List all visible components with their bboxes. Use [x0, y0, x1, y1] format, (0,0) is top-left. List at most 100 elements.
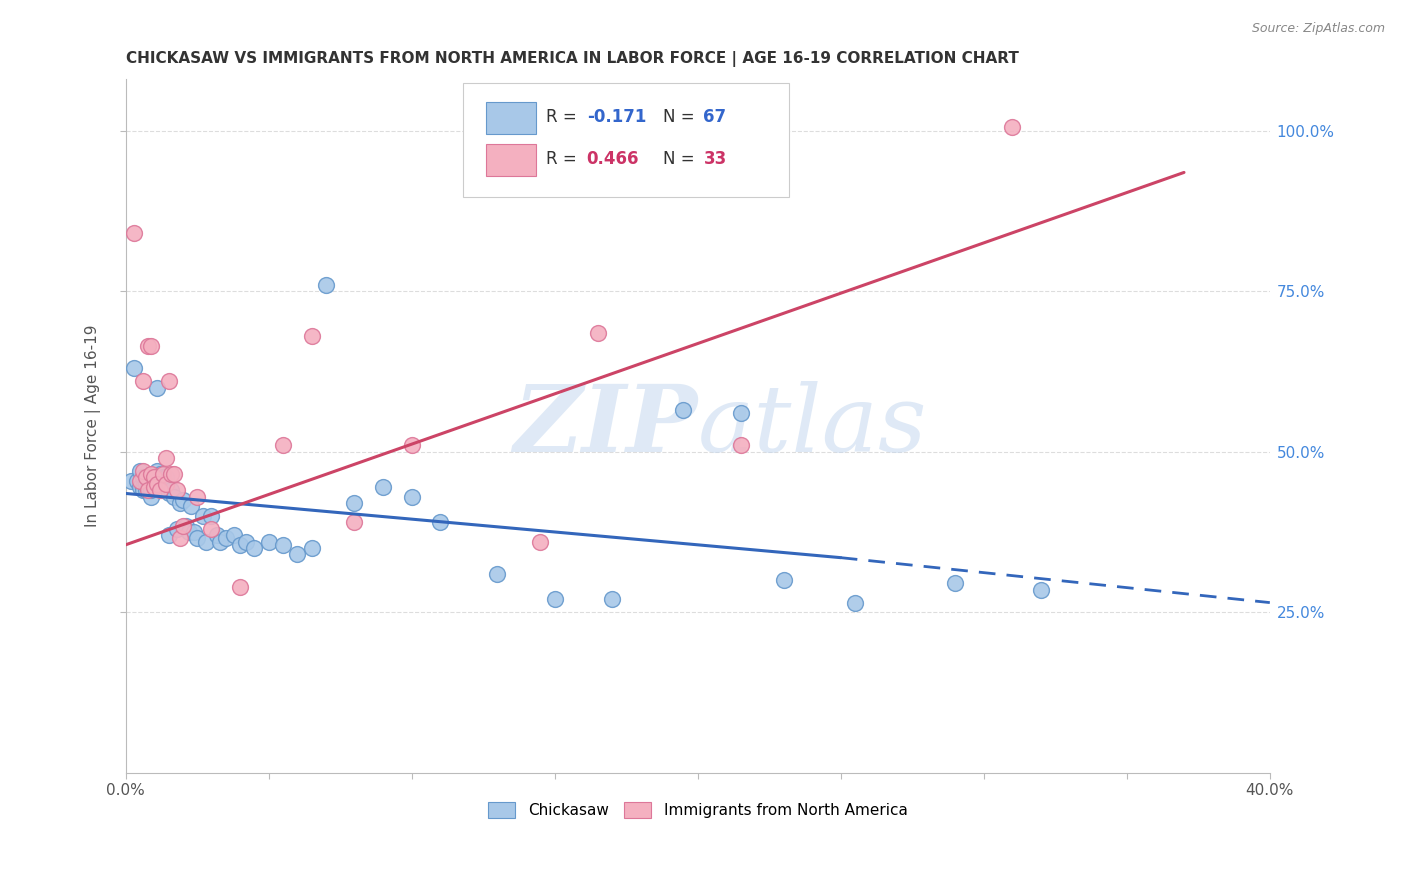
Point [235, 534, 257, 549]
Point [200, 508, 222, 523]
Point [194, 534, 217, 549]
Point [149, 483, 172, 498]
Point [120, 474, 142, 488]
Point [152, 470, 174, 484]
Point [169, 532, 191, 546]
Point [600, 592, 623, 607]
Point [672, 403, 695, 417]
Y-axis label: In Labor Force | Age 16-19: In Labor Force | Age 16-19 [86, 325, 101, 527]
FancyBboxPatch shape [486, 144, 536, 176]
Point [157, 486, 180, 500]
Point [155, 474, 177, 488]
Point [132, 464, 155, 478]
Point [177, 524, 200, 539]
Point [141, 467, 163, 482]
Point [174, 518, 197, 533]
Point [143, 470, 166, 484]
Point [160, 467, 183, 482]
FancyBboxPatch shape [486, 103, 536, 134]
Point [132, 470, 155, 484]
Point [208, 534, 231, 549]
Point [157, 528, 180, 542]
Point [730, 438, 752, 452]
Point [166, 483, 188, 498]
Point [143, 470, 166, 484]
Text: Source: ZipAtlas.com: Source: ZipAtlas.com [1251, 22, 1385, 36]
Point [544, 592, 567, 607]
Point [772, 573, 794, 587]
Point [271, 438, 294, 452]
Point [186, 532, 208, 546]
Point [132, 374, 155, 388]
Point [172, 492, 194, 507]
Text: CHICKASAW VS IMMIGRANTS FROM NORTH AMERICA IN LABOR FORCE | AGE 16-19 CORRELATIO: CHICKASAW VS IMMIGRANTS FROM NORTH AMERI… [125, 51, 1018, 67]
Point [129, 474, 152, 488]
Point [141, 483, 163, 498]
Point [146, 476, 169, 491]
Text: -0.171: -0.171 [586, 109, 647, 127]
Point [152, 483, 174, 498]
Point [155, 451, 177, 466]
Point [529, 534, 551, 549]
Text: R =: R = [546, 109, 582, 127]
Text: 0.466: 0.466 [586, 150, 640, 168]
Point [730, 406, 752, 420]
Point [122, 361, 145, 376]
Point [343, 496, 366, 510]
Point [943, 576, 966, 591]
Point [135, 474, 157, 488]
Point [301, 541, 323, 555]
Point [143, 480, 166, 494]
Point [257, 534, 280, 549]
Point [243, 541, 266, 555]
Point [371, 480, 394, 494]
Point [163, 467, 186, 482]
Point [132, 483, 155, 498]
Point [401, 438, 423, 452]
Text: R =: R = [546, 150, 582, 168]
Point [135, 476, 157, 491]
Point [401, 490, 423, 504]
Text: 33: 33 [703, 150, 727, 168]
Point [135, 470, 157, 484]
Point [138, 483, 160, 498]
Text: ZIP: ZIP [513, 381, 697, 471]
Point [138, 476, 160, 491]
Point [146, 380, 169, 394]
Point [129, 464, 152, 478]
Point [1001, 120, 1024, 135]
FancyBboxPatch shape [463, 83, 789, 197]
Point [138, 339, 160, 353]
Point [169, 496, 191, 510]
Point [186, 490, 208, 504]
Text: N =: N = [664, 109, 700, 127]
Point [152, 467, 174, 482]
Point [586, 326, 609, 340]
Point [125, 474, 148, 488]
Point [229, 580, 252, 594]
Point [132, 480, 155, 494]
Point [215, 532, 238, 546]
Point [141, 476, 163, 491]
Point [271, 538, 294, 552]
Text: atlas: atlas [697, 381, 927, 471]
Point [166, 522, 188, 536]
Point [135, 483, 157, 498]
Point [149, 476, 172, 491]
Text: N =: N = [664, 150, 700, 168]
Point [315, 277, 337, 292]
Point [844, 596, 866, 610]
Text: 67: 67 [703, 109, 727, 127]
Point [122, 227, 145, 241]
Point [191, 508, 214, 523]
Point [1029, 582, 1052, 597]
Point [301, 329, 323, 343]
Point [143, 480, 166, 494]
Point [157, 374, 180, 388]
Point [149, 467, 172, 482]
Point [224, 528, 246, 542]
Point [129, 480, 152, 494]
Point [200, 522, 222, 536]
Point [486, 566, 509, 581]
Point [141, 339, 163, 353]
